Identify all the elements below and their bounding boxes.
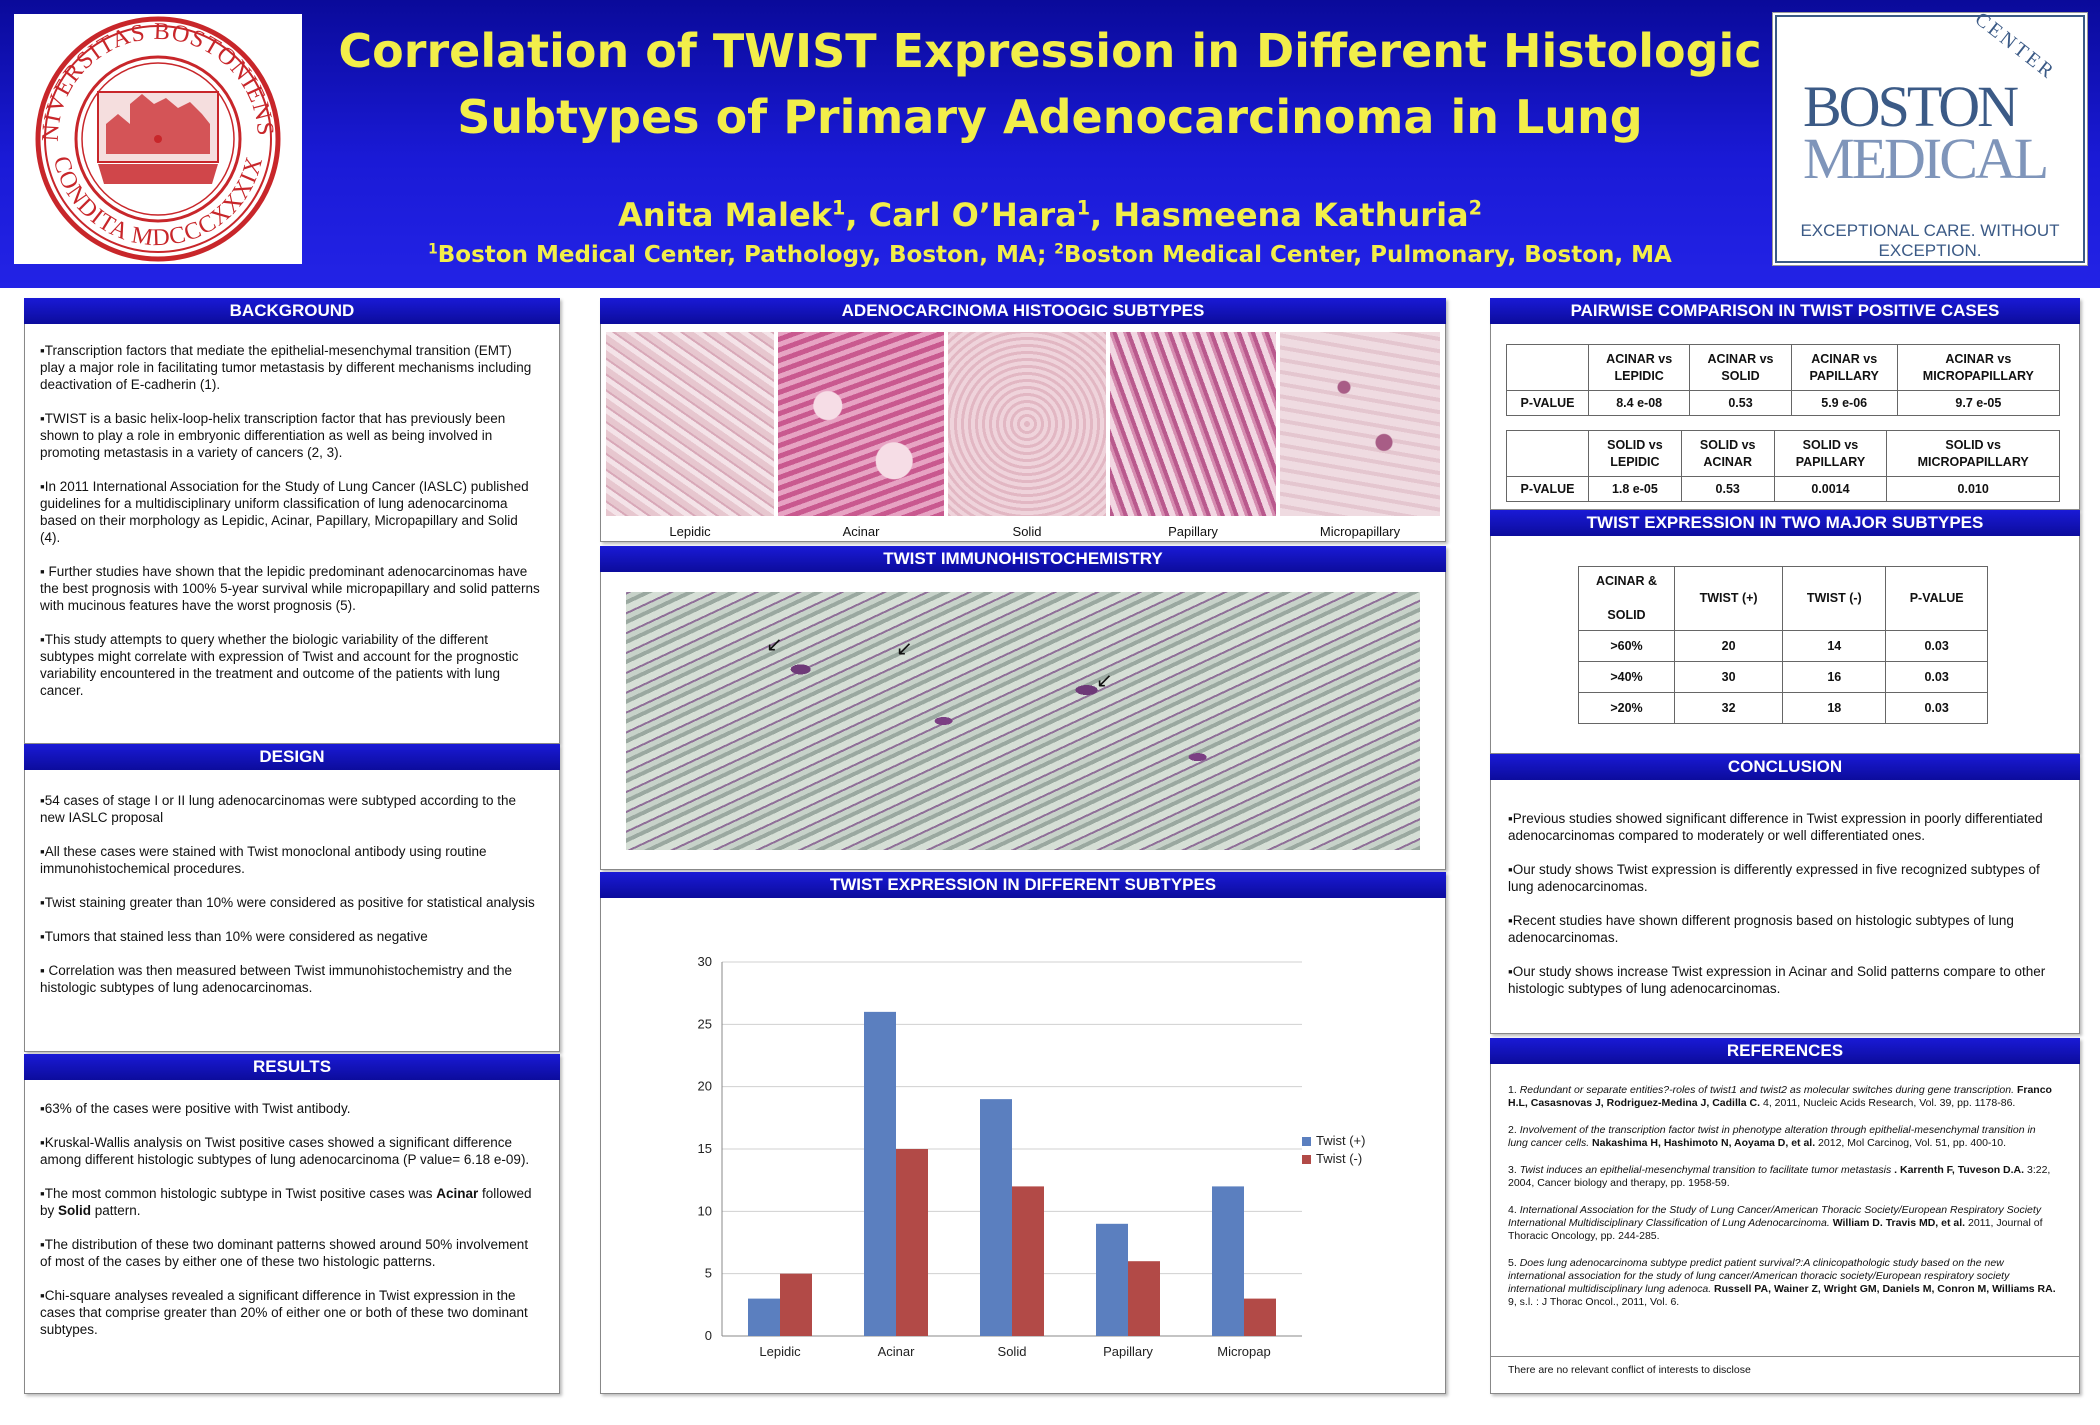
solid-micrograph — [948, 332, 1106, 516]
y-tick-label: 30 — [698, 954, 712, 969]
background-panel — [24, 298, 560, 744]
bar-acinar-twist-pos — [864, 1011, 896, 1336]
x-tick-label: Micropap — [1217, 1344, 1270, 1359]
conclusion-panel — [1490, 754, 2080, 1034]
references-heading: REFERENCES — [1490, 1038, 2080, 1064]
bar-lepidic-twist-pos — [748, 1298, 780, 1336]
author-name: Hasmeena Kathuria — [1113, 196, 1469, 234]
acinar-micrograph — [778, 332, 944, 516]
bar-acinar-twist-neg — [896, 1149, 928, 1336]
histologic-subtypes-heading: ADENOCARCINOMA HISTOOGIC SUBTYPES — [600, 298, 1446, 324]
conclusion-heading: CONCLUSION — [1490, 754, 2080, 780]
design-text: ▪54 cases of stage I or II lung adenocar… — [40, 793, 535, 995]
bar-micropap-twist-pos — [1212, 1186, 1244, 1336]
conflict-of-interest-text: There are no relevant conflict of intere… — [1508, 1364, 1751, 1376]
results-text: ▪63% of the cases were positive with Twi… — [40, 1101, 532, 1337]
pairwise-heading: PAIRWISE COMPARISON IN TWIST POSITIVE CA… — [1490, 298, 2080, 324]
author-name: Anita Malek — [618, 196, 832, 234]
background-heading: BACKGROUND — [24, 298, 560, 324]
pairwise-solid-table: SOLID vs LEPIDIC SOLID vs ACINAR SOLID vs P… — [1506, 429, 2060, 502]
lepidic-micrograph — [606, 332, 774, 516]
author-name: Carl O’Hara — [868, 196, 1077, 234]
bar-papillary-twist-pos — [1096, 1223, 1128, 1336]
micropapillary-micrograph — [1280, 332, 1440, 516]
arrow-icon: ↙ — [766, 634, 783, 656]
arrow-icon: ↙ — [1096, 670, 1113, 692]
logo-medical-text: MEDICAL — [1803, 126, 2049, 191]
conclusion-text: ▪Previous studies showed significant dif… — [1508, 811, 2046, 996]
legend-swatch — [1302, 1137, 1311, 1146]
legend-label: Twist (+) — [1316, 1133, 1365, 1148]
caption-lepidic: Lepidic — [669, 524, 711, 539]
x-tick-label: Solid — [998, 1344, 1027, 1359]
major-subtypes-table: ACINAR & SOLID TWIST (+) TWIST (-) P-VALU… — [1578, 566, 1988, 724]
poster-header — [0, 0, 2100, 288]
poster-title: Correlation of TWIST Expression in Diffe… — [338, 24, 1762, 144]
reference-item: 2. Involvement of the transcription fact… — [1508, 1124, 2036, 1149]
results-heading: RESULTS — [24, 1054, 560, 1080]
reference-item: 1. Redundant or separate entities?-roles… — [1508, 1084, 2052, 1109]
arrow-icon: ↙ — [896, 638, 913, 660]
reference-item: 4. International Association for the Stu… — [1508, 1204, 2043, 1242]
reference-item: 3. Twist induces an epithelial-mesenchym… — [1508, 1164, 2051, 1189]
immunohistochemistry-heading: TWIST IMMUNOHISTOCHEMISTRY — [600, 546, 1446, 572]
y-tick-label: 25 — [698, 1016, 712, 1031]
caption-acinar: Acinar — [842, 524, 880, 539]
bar-lepidic-twist-neg — [780, 1273, 812, 1336]
bar-solid-twist-neg — [1012, 1186, 1044, 1336]
logo-tagline: EXCEPTIONAL CARE. WITHOUT EXCEPTION. — [1800, 221, 2060, 260]
x-tick-label: Papillary — [1103, 1344, 1153, 1359]
y-tick-label: 0 — [705, 1328, 712, 1343]
caption-papillary: Papillary — [1168, 524, 1218, 539]
background-text: ▪Transcription factors that mediate the … — [40, 343, 540, 698]
y-tick-label: 15 — [698, 1141, 712, 1156]
papillary-micrograph — [1110, 332, 1276, 516]
boston-medical-center-logo: CENTER BOSTON MEDICAL EXCEPTIONAL CARE. … — [1772, 8, 2088, 266]
bar-papillary-twist-neg — [1128, 1261, 1160, 1336]
y-tick-label: 10 — [698, 1203, 712, 1218]
results-panel — [24, 1054, 560, 1394]
major-subtypes-heading: TWIST EXPRESSION IN TWO MAJOR SUBTYPES — [1490, 510, 2080, 536]
legend-swatch — [1302, 1155, 1311, 1164]
expression-chart-heading: TWIST EXPRESSION IN DIFFERENT SUBTYPES — [600, 872, 1446, 898]
y-tick-label: 20 — [698, 1079, 712, 1094]
pairwise-acinar-table: ACINAR vs LEPIDIC ACINAR vs SOLID ACINAR v… — [1506, 343, 2061, 416]
conflict-of-interest-box — [1490, 1356, 2080, 1394]
twist-ihc-micrograph: ↙ ↙ ↙ — [626, 592, 1420, 850]
boston-university-seal: UNIVERSITAS BOSTONIENSIS CONDITA MDCCCXX… — [5, 0, 302, 264]
x-tick-label: Lepidic — [759, 1344, 801, 1359]
legend-label: Twist (-) — [1316, 1151, 1362, 1166]
reference-list: 1. Redundant or separate entities?-roles… — [1508, 1084, 2058, 1323]
design-heading: DESIGN — [24, 744, 560, 770]
twist-expression-bar-chart: 0 5 10 15 20 25 30 Lepidic Acinar Solid Papillary… — [698, 954, 1366, 1359]
design-panel — [24, 744, 560, 1052]
logo-boston-text: BOSTON — [1803, 74, 2019, 139]
reference-item: 5. Does lung adenocarcinoma subtype pred… — [1508, 1257, 2056, 1308]
bar-micropap-twist-neg — [1244, 1298, 1276, 1336]
author-list: Anita Malek1, Carl O’Hara1, Hasmeena Kat… — [618, 196, 1482, 234]
y-tick-label: 5 — [705, 1266, 712, 1281]
caption-micropapillary: Micropapillary — [1319, 524, 1401, 539]
x-tick-label: Acinar — [878, 1344, 916, 1359]
affiliation-line: 1Boston Medical Center, Pathology, Bosto… — [428, 241, 1672, 268]
bar-solid-twist-pos — [980, 1099, 1012, 1336]
caption-solid: Solid — [1012, 524, 1042, 539]
references-panel — [1490, 1038, 2080, 1394]
